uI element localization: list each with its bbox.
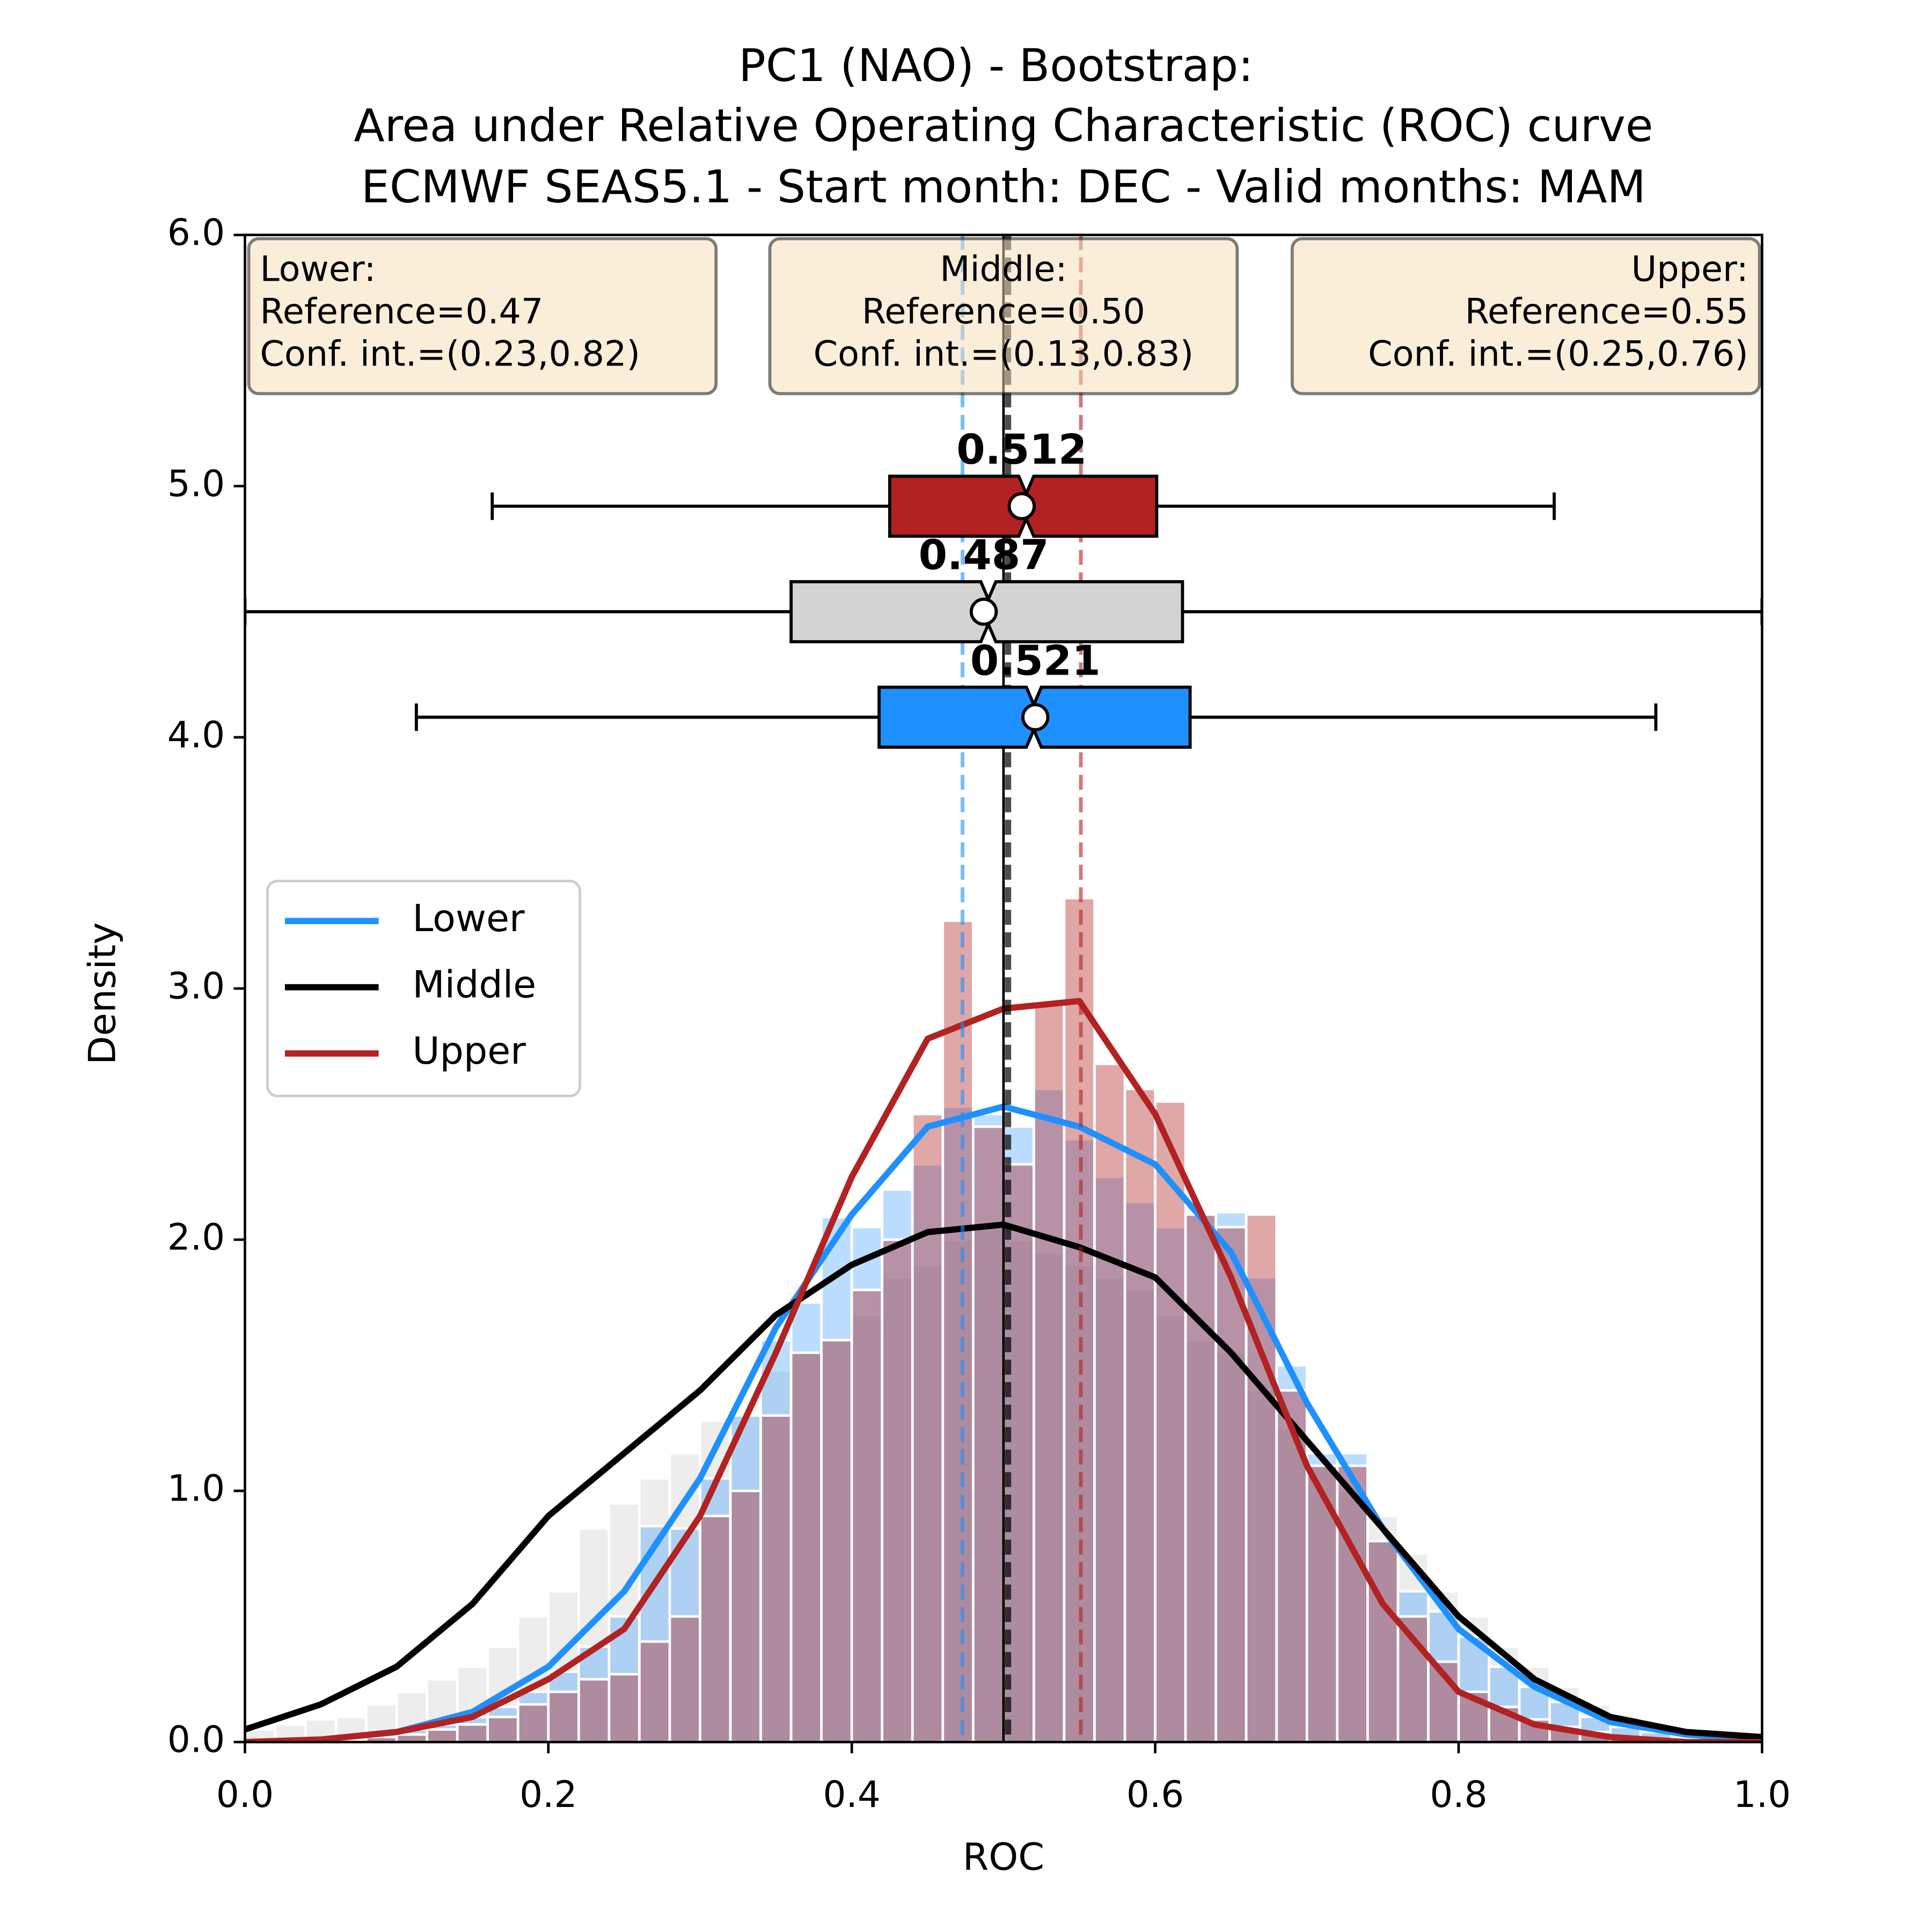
x-tick-label: 0.8 <box>1430 1773 1487 1816</box>
annotation-text: Conf. int.=(0.13,0.83) <box>814 334 1194 375</box>
hist-bar <box>881 1238 914 1743</box>
plot-area <box>245 235 1762 1743</box>
hist-bar <box>759 1414 793 1743</box>
hist-bar <box>516 1703 550 1743</box>
y-tick-label: 6.0 <box>167 211 225 253</box>
hist-bar <box>1123 1289 1157 1743</box>
annotation-text: Upper: <box>1631 248 1748 289</box>
hist-bar <box>1093 1062 1126 1743</box>
y-tick-label: 5.0 <box>167 462 225 504</box>
hist-bar <box>971 1125 1005 1743</box>
hist-bar <box>608 1673 641 1743</box>
annotation-text: Reference=0.55 <box>1465 291 1748 332</box>
hist-bar <box>881 1188 914 1743</box>
hist-bar <box>1123 1087 1157 1743</box>
hist-bar <box>577 1678 611 1743</box>
hist-bar <box>729 1414 762 1743</box>
x-tick-label: 0.0 <box>216 1773 274 1816</box>
hist-bar <box>1214 1226 1248 1743</box>
annotation-box <box>247 237 718 396</box>
x-tick-label: 1.0 <box>1733 1773 1791 1816</box>
hist-bar <box>789 1351 823 1743</box>
annotation-text: Middle: <box>940 248 1067 289</box>
x-tick-label: 0.6 <box>1126 1773 1184 1816</box>
chart-title: PC1 (NAO) - Bootstrap: <box>738 39 1253 92</box>
hist-bar <box>850 1289 884 1743</box>
hist-bar <box>911 1113 945 1743</box>
legend-label: Middle <box>412 963 536 1007</box>
x-tick-label: 0.4 <box>823 1773 880 1816</box>
hist-bar <box>941 919 975 1743</box>
hist-bar <box>729 1489 762 1743</box>
hist-bar <box>668 1615 701 1743</box>
y-axis-label: Density <box>81 922 125 1065</box>
hist-bar <box>577 1645 611 1743</box>
hist-bar <box>1184 1213 1217 1743</box>
hist-bar <box>699 1514 732 1743</box>
y-tick-label: 3.0 <box>167 964 225 1007</box>
annotation-text: Conf. int.=(0.25,0.76) <box>1368 334 1748 375</box>
hist-bar <box>699 1477 732 1743</box>
legend-label: Upper <box>412 1029 526 1073</box>
mean-label: 0.521 <box>970 637 1101 685</box>
mean-marker <box>1007 492 1036 521</box>
mean-marker <box>969 597 998 626</box>
hist-bar <box>1275 1389 1308 1743</box>
hist-bar <box>426 1728 459 1743</box>
hist-bar <box>456 1723 489 1743</box>
hist-bar <box>547 1690 580 1743</box>
hist-bar <box>759 1369 793 1743</box>
hist-bar <box>911 1163 945 1743</box>
hist-bar <box>1033 999 1066 1743</box>
hist-bar <box>486 1715 519 1743</box>
x-axis-label: ROC <box>963 1835 1044 1879</box>
annotation-text: Lower: <box>260 248 376 289</box>
hist-bar <box>1154 1226 1187 1743</box>
y-tick-label: 4.0 <box>167 713 225 756</box>
y-tick-label: 1.0 <box>167 1467 225 1510</box>
hist-bar <box>759 1338 793 1743</box>
annotation-box <box>1290 237 1761 396</box>
y-tick-label: 0.0 <box>167 1718 225 1761</box>
hist-bar <box>1366 1540 1400 1743</box>
hist-bar <box>638 1640 671 1743</box>
mean-label: 0.512 <box>956 426 1087 474</box>
annotation-text: Reference=0.47 <box>260 291 543 332</box>
mean-marker <box>1021 703 1050 731</box>
chart-title: Area under Relative Operating Characteri… <box>354 99 1653 152</box>
annotation-box <box>768 237 1239 396</box>
x-tick-label: 0.2 <box>519 1773 577 1816</box>
mean-label: 0.487 <box>919 532 1049 580</box>
hist-bar <box>1336 1464 1369 1743</box>
hist-bar <box>971 1113 1005 1743</box>
legend-label: Lower <box>412 897 525 940</box>
plot-frame <box>244 233 1763 1744</box>
annotation-text: Reference=0.50 <box>862 291 1145 332</box>
hist-bar <box>1184 1213 1217 1743</box>
y-tick-label: 2.0 <box>167 1216 225 1258</box>
chart-title: ECMWF SEAS5.1 - Start month: DEC - Valid… <box>361 160 1646 213</box>
legend-box <box>266 880 581 1097</box>
hist-bar <box>820 1338 853 1743</box>
annotation-text: Conf. int.=(0.23,0.82) <box>260 334 640 375</box>
